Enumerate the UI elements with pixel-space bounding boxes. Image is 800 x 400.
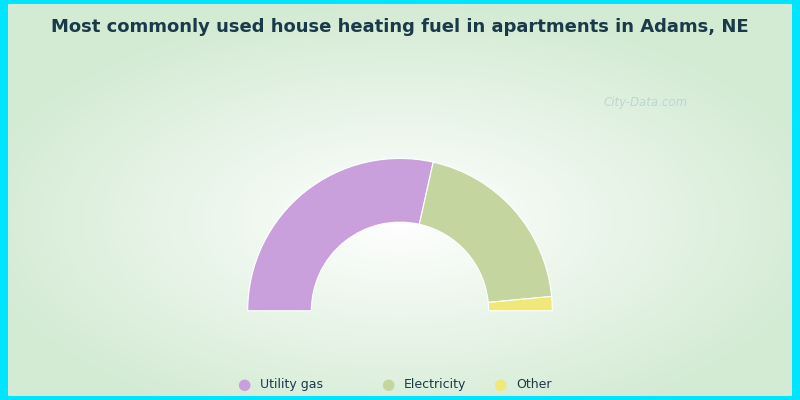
Text: ●: ●: [382, 377, 394, 392]
Text: City-Data.com: City-Data.com: [604, 96, 688, 109]
Text: Other: Other: [516, 378, 551, 391]
Text: Utility gas: Utility gas: [260, 378, 323, 391]
Text: Electricity: Electricity: [404, 378, 466, 391]
Text: ●: ●: [494, 377, 506, 392]
Text: ●: ●: [238, 377, 250, 392]
Text: Most commonly used house heating fuel in apartments in Adams, NE: Most commonly used house heating fuel in…: [51, 18, 749, 36]
Wedge shape: [248, 158, 434, 311]
Wedge shape: [419, 162, 552, 302]
Wedge shape: [488, 296, 552, 311]
